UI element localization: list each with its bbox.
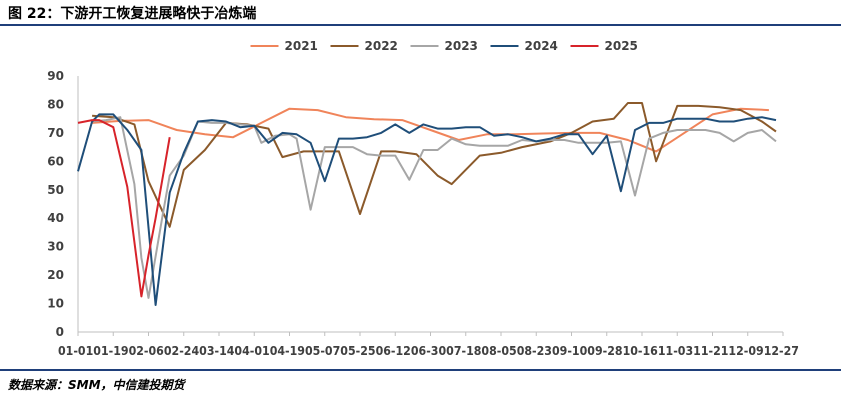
- legend-item-2024: 2024: [490, 39, 558, 53]
- chart-container: 2021 2022 2023 2024 2025 0 10 20 30 40 50 60 70 80 90…: [0, 26, 841, 368]
- y-tick-label: 30: [47, 240, 64, 254]
- x-tick-label: 05-07: [305, 344, 340, 358]
- x-tick-label: 12-09: [728, 344, 763, 358]
- x-tick-labels: 01-0101-1902-0602-2403-1404-0104-1905-07…: [58, 344, 799, 358]
- series-line-2024: [77, 113, 777, 306]
- source-note: 数据来源：SMM，中信建投期货: [8, 378, 185, 392]
- x-tick-label: 10-16: [623, 344, 658, 358]
- y-tick-label: 10: [47, 297, 64, 311]
- x-tick-label: 02-06: [129, 344, 164, 358]
- x-tick-label: 03-14: [199, 344, 234, 358]
- chart-axes: 010203040506070809001-0101-1902-0602-240…: [47, 69, 799, 358]
- x-tick-label: 04-01: [234, 344, 269, 358]
- y-tick-label: 60: [47, 154, 64, 168]
- legend-item-2023: 2023: [410, 39, 478, 53]
- figure-header: 图 22：下游开工恢复进展略快于冶炼端: [0, 0, 841, 26]
- series-line-2023: [92, 116, 777, 299]
- y-tick-label: 20: [47, 268, 64, 282]
- x-tick-label: 06-30: [411, 344, 446, 358]
- series-line-2021: [92, 107, 769, 153]
- x-tick-label: 09-10: [552, 344, 587, 358]
- chart-legend: 2021 2022 2023 2024 2025: [250, 39, 638, 53]
- legend-label: 2023: [445, 39, 478, 53]
- x-tick-label: 09-28: [587, 344, 622, 358]
- y-tick-label: 90: [47, 69, 64, 83]
- title-divider: [0, 24, 841, 26]
- x-tick-label: 11-21: [693, 344, 728, 358]
- y-tick-label: 70: [47, 126, 64, 140]
- x-tick-label: 06-12: [376, 344, 411, 358]
- y-tick-label: 40: [47, 211, 64, 225]
- x-tick-label: 07-18: [446, 344, 481, 358]
- legend-label: 2022: [365, 39, 398, 53]
- x-tick-label: 08-23: [517, 344, 552, 358]
- footer-divider: [0, 369, 841, 371]
- x-tick-label: 02-24: [164, 344, 199, 358]
- x-tick-label: 11-03: [658, 344, 693, 358]
- y-tick-label: 0: [56, 325, 64, 339]
- x-tick-label: 01-01: [58, 344, 93, 358]
- x-tick-label: 12-27: [764, 344, 799, 358]
- x-tick-label: 05-25: [340, 344, 375, 358]
- y-tick-label: 50: [47, 183, 64, 197]
- y-tick-label: 80: [47, 97, 64, 111]
- figure-title: 图 22：下游开工恢复进展略快于冶炼端: [8, 6, 257, 22]
- legend-label: 2021: [285, 39, 318, 53]
- x-tick-label: 04-19: [270, 344, 305, 358]
- series-line-2025: [77, 119, 171, 298]
- legend-label: 2024: [525, 39, 558, 53]
- x-tick-label: 01-19: [93, 344, 128, 358]
- legend-item-2021: 2021: [250, 39, 318, 53]
- x-tick-label: 08-05: [481, 344, 516, 358]
- legend-item-2022: 2022: [330, 39, 398, 53]
- chart-series: [77, 102, 777, 306]
- legend-label: 2025: [605, 39, 638, 53]
- legend-item-2025: 2025: [570, 39, 638, 53]
- line-chart: 2021 2022 2023 2024 2025 0 10 20 30 40 50 60 70 80 90…: [47, 39, 799, 358]
- series-line-2022: [92, 102, 777, 228]
